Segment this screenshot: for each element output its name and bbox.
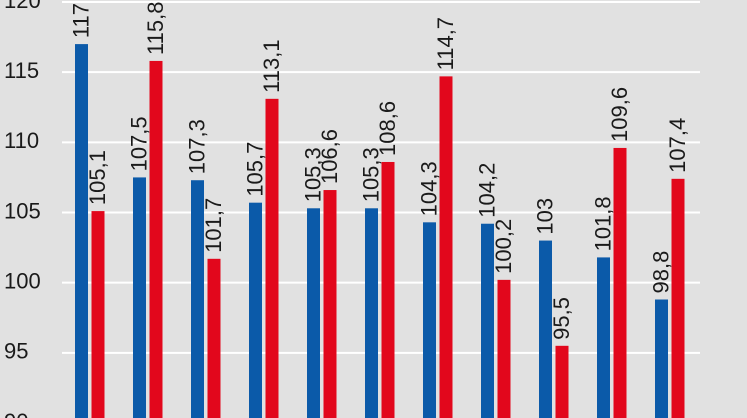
data-label: 117 bbox=[68, 3, 93, 38]
bar bbox=[149, 60, 163, 418]
data-label: 108,6 bbox=[375, 101, 400, 156]
data-label: 100,2 bbox=[491, 219, 516, 274]
bar bbox=[323, 190, 337, 418]
data-label: 98,8 bbox=[648, 251, 673, 294]
data-label: 107,3 bbox=[184, 119, 209, 174]
bar bbox=[307, 208, 320, 418]
data-label: 103 bbox=[532, 198, 557, 235]
bar bbox=[133, 177, 146, 418]
bar bbox=[207, 258, 221, 418]
data-label: 104,3 bbox=[416, 161, 441, 216]
data-label: 105,3 bbox=[358, 147, 383, 202]
bar bbox=[497, 279, 511, 418]
bar bbox=[249, 202, 262, 418]
bar bbox=[91, 211, 105, 418]
bar bbox=[75, 44, 88, 418]
y-tick-label: 110 bbox=[4, 128, 39, 153]
y-tick-label: 95 bbox=[4, 339, 28, 364]
data-label: 107,4 bbox=[665, 118, 690, 173]
data-label: 106,6 bbox=[317, 129, 342, 184]
bar bbox=[423, 222, 436, 418]
y-tick-label: 115 bbox=[4, 58, 39, 83]
data-label: 105,1 bbox=[85, 150, 110, 205]
bar bbox=[365, 208, 378, 418]
data-label: 105,7 bbox=[242, 142, 267, 197]
bar bbox=[265, 98, 279, 418]
y-tick-label: 120 bbox=[4, 0, 41, 13]
data-label: 114,7 bbox=[433, 17, 458, 70]
data-label: 113,1 bbox=[259, 39, 284, 92]
data-label: 109,6 bbox=[607, 87, 632, 142]
y-tick-label: 90 bbox=[4, 409, 28, 418]
bar bbox=[655, 299, 668, 418]
data-label: 104,2 bbox=[474, 163, 499, 218]
bar bbox=[613, 147, 627, 418]
bar bbox=[539, 240, 552, 418]
y-tick-label: 100 bbox=[4, 268, 41, 293]
data-label: 101,7 bbox=[201, 198, 226, 253]
bar bbox=[191, 180, 204, 418]
bar bbox=[481, 223, 494, 418]
bar bbox=[597, 257, 610, 418]
data-label: 107,5 bbox=[126, 116, 151, 171]
bar bbox=[671, 178, 685, 418]
data-label: 115,8 bbox=[143, 2, 168, 55]
bar bbox=[555, 345, 569, 418]
bar bbox=[381, 161, 395, 418]
data-label: 101,8 bbox=[590, 196, 615, 251]
data-label: 105,3 bbox=[300, 147, 325, 202]
bar bbox=[439, 76, 453, 418]
y-tick-label: 105 bbox=[4, 198, 41, 223]
data-label: 95,5 bbox=[549, 297, 574, 340]
